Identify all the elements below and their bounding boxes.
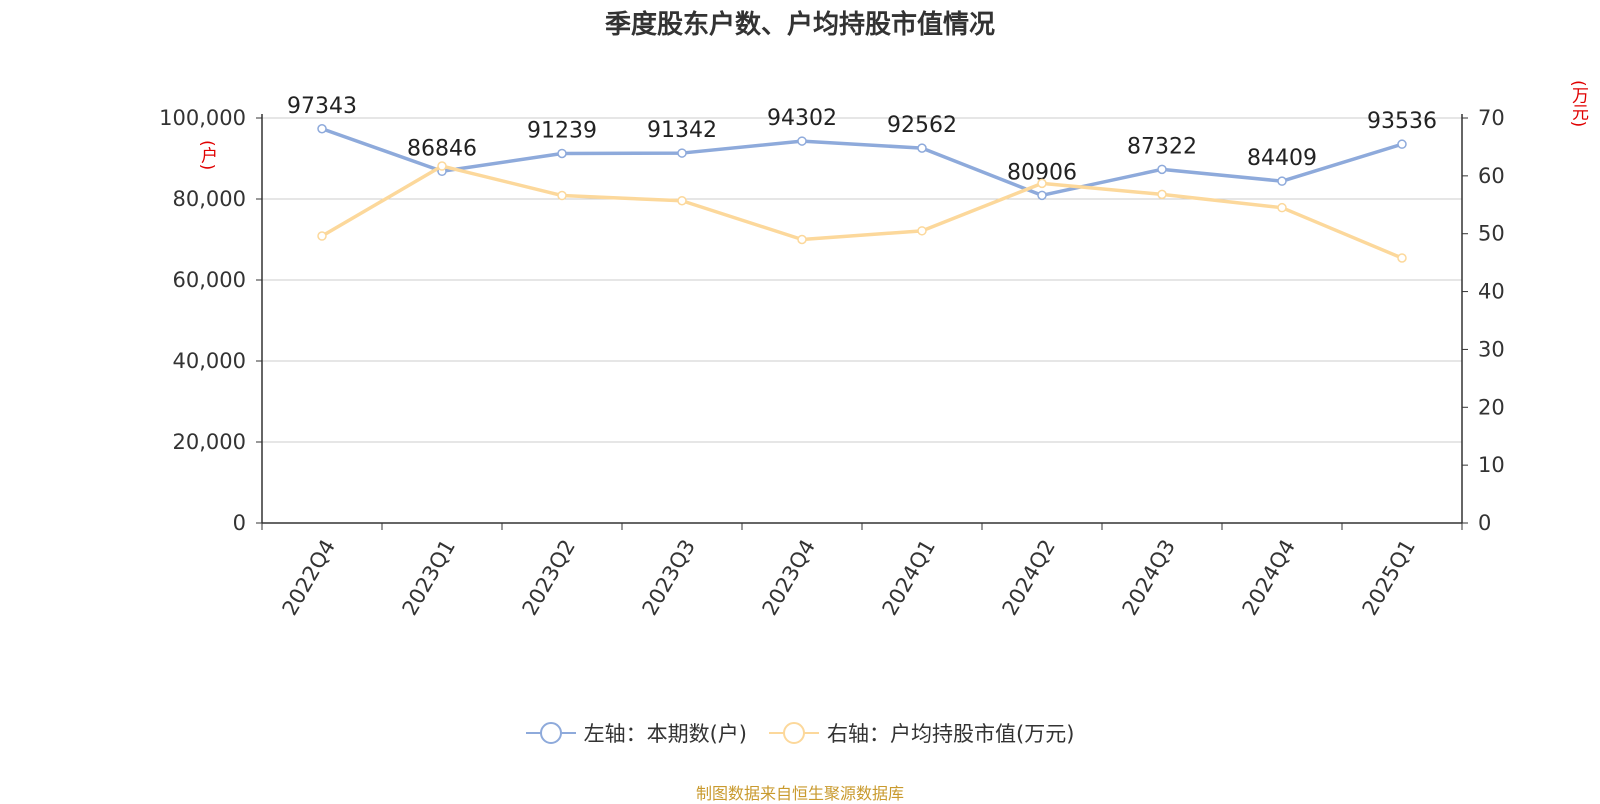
x-tick-label: 2023Q2	[518, 535, 580, 619]
data-point	[1037, 178, 1047, 189]
legend-item-households[interactable]: 左轴：本期数(户)	[525, 718, 747, 748]
data-source-note: 制图数据来自恒生聚源数据库	[695, 784, 904, 803]
data-label: 92562	[887, 113, 957, 138]
data-point	[797, 136, 807, 146]
legend-line-circle-icon	[769, 722, 819, 744]
data-point	[437, 161, 447, 171]
right-tick-label: 0	[1478, 511, 1491, 535]
series-line	[321, 164, 1403, 260]
data-point	[797, 234, 807, 245]
right-tick-label: 40	[1478, 280, 1505, 304]
right-tick-label: 10	[1478, 453, 1505, 477]
data-point	[1157, 189, 1167, 200]
x-tick-label: 2025Q1	[1358, 535, 1420, 619]
data-point	[1277, 202, 1287, 213]
data-point	[1397, 253, 1407, 263]
right-tick-label: 70	[1478, 106, 1505, 130]
data-label: 86846	[407, 136, 477, 161]
data-point	[917, 143, 927, 153]
x-tick-label: 2023Q4	[758, 535, 820, 619]
right-tick-label: 60	[1478, 164, 1505, 188]
chart-title: 季度股东户数、户均持股市值情况	[604, 10, 995, 40]
data-label: 91239	[527, 118, 597, 143]
data-label: 97343	[287, 94, 357, 119]
left-tick-label: 20,000	[173, 430, 246, 454]
data-point	[1157, 164, 1167, 175]
data-point	[1277, 176, 1287, 186]
data-label: 84409	[1247, 146, 1317, 171]
data-point	[677, 195, 687, 206]
x-tick-label: 2024Q2	[998, 535, 1060, 619]
data-label: 93536	[1367, 109, 1437, 134]
left-axis-unit: (户)	[197, 140, 217, 171]
x-tick-label: 2024Q4	[1238, 535, 1300, 619]
data-point	[917, 226, 927, 236]
data-label: 87322	[1127, 134, 1197, 159]
legend-line-circle-icon	[525, 722, 576, 744]
right-tick-label: 30	[1478, 337, 1505, 361]
right-tick-label: 20	[1478, 395, 1505, 419]
legend-label-households: 左轴：本期数(户)	[583, 722, 747, 746]
legend-item-avg-value[interactable]: 右轴：户均持股市值(万元)	[769, 718, 1074, 748]
data-point	[557, 190, 567, 201]
left-tick-label: 100,000	[159, 106, 246, 130]
chart-plot-area: 0 20,000 40,000 60,000 80,000 100,000 0 10 20 30 4…	[159, 94, 1505, 620]
series-line	[321, 127, 1403, 198]
data-label: 91342	[647, 118, 717, 143]
right-axis-unit: (万元)	[1568, 80, 1588, 128]
x-tick-label: 2024Q1	[878, 535, 940, 619]
x-tick-label: 2023Q1	[398, 535, 460, 619]
x-tick-label: 2024Q3	[1118, 535, 1180, 619]
data-point	[1037, 190, 1047, 201]
legend-marker-blue	[539, 722, 562, 744]
right-tick-label: 50	[1478, 222, 1505, 246]
left-tick-label: 80,000	[173, 187, 246, 211]
data-point	[557, 148, 567, 159]
left-tick-label: 60,000	[173, 268, 246, 292]
data-point	[677, 148, 687, 158]
legend-marker-yellow	[783, 722, 805, 744]
data-point	[1397, 139, 1407, 149]
data-label: 94302	[767, 106, 837, 131]
x-tick-label: 2022Q4	[278, 535, 340, 619]
data-point	[317, 124, 327, 134]
legend: 左轴：本期数(户) 右轴：户均持股市值(万元)	[0, 718, 1600, 748]
x-tick-label: 2023Q3	[638, 535, 700, 619]
left-tick-label: 40,000	[173, 349, 246, 373]
legend-label-avg-value: 右轴：户均持股市值(万元)	[827, 722, 1075, 746]
left-tick-label: 0	[233, 511, 246, 535]
data-point	[317, 231, 327, 241]
